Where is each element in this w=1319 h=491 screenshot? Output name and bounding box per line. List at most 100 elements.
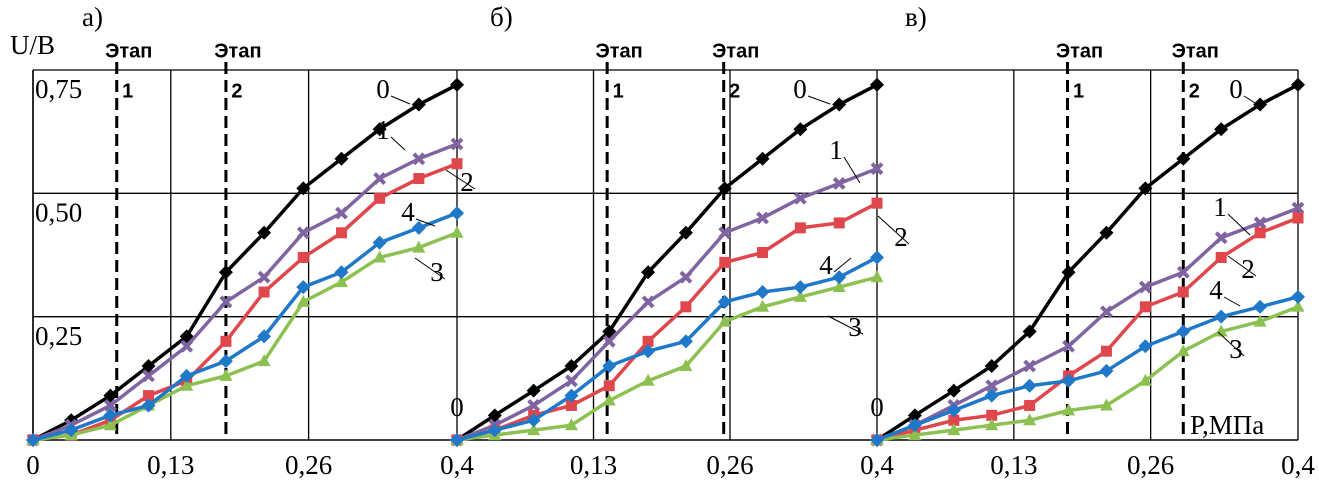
series-label: 0: [793, 74, 807, 104]
marker: [527, 423, 541, 436]
marker: [1022, 378, 1037, 393]
marker: [1215, 251, 1227, 263]
marker: [641, 344, 656, 359]
marker: [411, 97, 426, 112]
marker: [793, 289, 807, 302]
marker: [793, 280, 808, 295]
leader-line: [1243, 95, 1261, 107]
marker: [1139, 301, 1151, 313]
marker: [1138, 280, 1152, 294]
marker: [985, 418, 999, 431]
series-line: [32, 83, 458, 442]
marker: [450, 77, 464, 92]
y-tick-label: 0,75: [35, 74, 82, 104]
series-label: 4: [1209, 275, 1223, 305]
panel-title: б): [490, 2, 513, 32]
series-line: [32, 211, 458, 442]
marker: [832, 280, 846, 293]
x-tick-label: 0: [26, 450, 40, 480]
marker: [1291, 201, 1305, 215]
marker: [334, 265, 349, 280]
series-line: [32, 142, 458, 442]
series-line: [456, 275, 878, 442]
marker: [1214, 309, 1229, 324]
series-label: 4: [401, 197, 415, 227]
series-label: 0: [1229, 74, 1243, 104]
series-line: [876, 216, 1299, 442]
series-label: 2: [894, 222, 908, 252]
marker: [487, 408, 502, 423]
marker: [870, 77, 884, 92]
x-tick-label: 0,13: [570, 450, 617, 480]
marker: [1022, 324, 1037, 339]
stage-number: 1: [1073, 80, 1084, 102]
marker: [297, 251, 309, 263]
stage-label: Этап: [1172, 40, 1219, 62]
marker: [373, 172, 387, 185]
series-label: 0: [376, 74, 390, 104]
stage-label: Этап: [712, 40, 759, 62]
series-line: [876, 295, 1299, 442]
marks-layer: [26, 77, 1305, 447]
marker: [450, 225, 464, 238]
marker: [487, 423, 502, 438]
leader-line: [1227, 255, 1257, 277]
marker: [1099, 363, 1114, 378]
marker: [1062, 403, 1076, 416]
marker: [257, 270, 271, 284]
marker: [832, 97, 847, 112]
marker: [335, 206, 348, 220]
marker: [1253, 299, 1268, 314]
series-label: 4: [819, 250, 833, 280]
marker: [258, 286, 270, 298]
marker: [413, 173, 425, 185]
marker: [1176, 151, 1191, 166]
marker: [832, 177, 846, 190]
marker: [793, 191, 807, 205]
x-tick-label: 0,4: [860, 450, 894, 480]
marker: [180, 378, 194, 391]
marker: [373, 250, 387, 263]
marker: [755, 151, 770, 166]
stage-label: Этап: [596, 40, 643, 62]
x-tick-label: 0,26: [285, 450, 332, 480]
x-tick-label: 0,4: [440, 450, 474, 480]
marker: [565, 374, 578, 388]
marker: [1254, 227, 1266, 239]
leader-line: [390, 136, 406, 151]
series-label: 1: [829, 135, 843, 165]
marker: [1100, 305, 1113, 319]
marker: [218, 354, 233, 369]
marker: [757, 247, 769, 259]
marker: [870, 250, 884, 265]
marker: [219, 368, 233, 381]
leader-line: [877, 215, 910, 245]
marker: [526, 413, 541, 428]
marker: [717, 181, 732, 196]
marker: [680, 301, 692, 313]
marker: [793, 122, 808, 137]
marker: [1138, 339, 1153, 354]
marker: [1023, 413, 1037, 426]
marker: [717, 294, 732, 309]
marker: [179, 368, 194, 383]
marker: [1177, 286, 1189, 298]
marker: [1023, 359, 1037, 373]
marker: [679, 270, 693, 284]
leader-line: [1227, 213, 1251, 236]
marker: [641, 373, 655, 386]
marker: [719, 256, 731, 268]
marker: [641, 295, 655, 309]
marker: [103, 388, 118, 403]
marker: [1099, 225, 1114, 240]
stage-number: 2: [1189, 80, 1200, 102]
stage-label: Этап: [214, 40, 261, 62]
marker: [1291, 77, 1305, 92]
marker: [26, 433, 40, 447]
marker: [907, 418, 922, 433]
y-axis-title: U/В: [10, 30, 55, 60]
marker: [986, 409, 998, 421]
marker: [374, 192, 386, 204]
marker: [142, 369, 155, 383]
